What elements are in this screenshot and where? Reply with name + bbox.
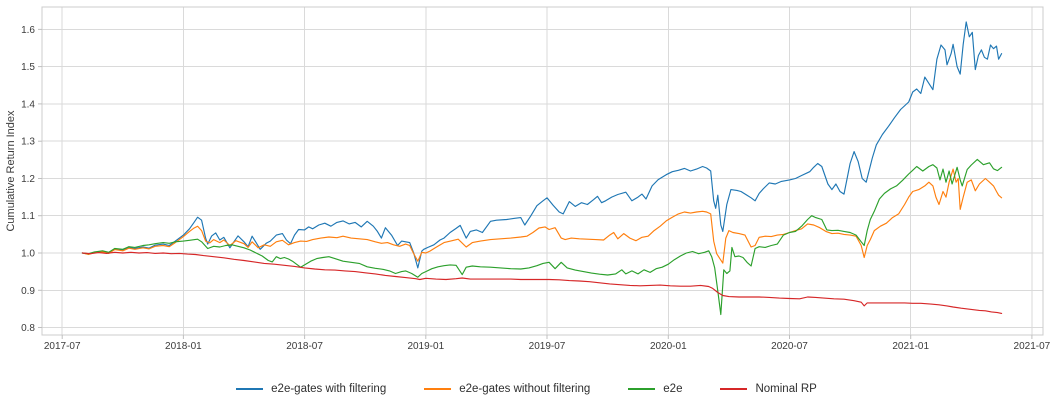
y-tick-label: 1.0 xyxy=(21,249,35,260)
legend-line-swatch xyxy=(628,388,656,390)
x-tick-label: 2021-01 xyxy=(892,341,929,352)
legend-item-e2e-gates-with-filtering: e2e-gates with filtering xyxy=(236,383,386,395)
series-line-e2e-gates-without-filtering xyxy=(81,168,1003,264)
y-tick-label: 1.6 xyxy=(21,25,35,36)
chart-legend: e2e-gates with filtering e2e-gates withou… xyxy=(0,383,1053,395)
legend-item-e2e: e2e xyxy=(628,383,682,395)
series-line-nominal-rp xyxy=(81,251,1003,314)
y-tick-label: 1.4 xyxy=(21,99,35,110)
x-axis-ticks: 2017-07 2018-01 2018-07 2019-01 2019-07 2020-… xyxy=(44,335,1051,352)
legend-label: Nominal RP xyxy=(755,383,817,395)
x-tick-label: 2018-01 xyxy=(165,341,202,352)
y-tick-label: 1.5 xyxy=(21,62,35,73)
x-tick-label: 2020-07 xyxy=(771,341,808,352)
legend-line-swatch xyxy=(720,388,748,390)
legend-label: e2e xyxy=(663,383,683,395)
y-tick-label: 0.8 xyxy=(21,323,35,334)
legend-label: e2e-gates with filtering xyxy=(271,383,387,395)
plot-frame xyxy=(41,6,1044,336)
x-tick-label: 2019-07 xyxy=(529,341,566,352)
x-tick-label: 2019-01 xyxy=(407,341,444,352)
x-tick-label: 2018-07 xyxy=(286,341,323,352)
legend-line-swatch xyxy=(236,388,264,390)
legend-item-nominal-rp: Nominal RP xyxy=(720,383,817,395)
y-axis-label: Cumulative Return Index xyxy=(5,110,17,232)
y-tick-label: 1.1 xyxy=(21,211,35,222)
y-axis-ticks: 0.8 0.9 1.0 1.1 1.2 1.3 1.4 1.5 1.6 xyxy=(21,25,42,334)
series-line-e2e xyxy=(81,158,1003,316)
legend-label: e2e-gates without filtering xyxy=(459,383,591,395)
x-tick-label: 2020-01 xyxy=(650,341,687,352)
legend-line-swatch xyxy=(424,388,452,390)
x-tick-label: 2021-07 xyxy=(1014,341,1051,352)
series-line-e2e-gates-with-filtering xyxy=(81,21,1003,269)
y-tick-label: 1.3 xyxy=(21,137,35,148)
x-tick-label: 2017-07 xyxy=(44,341,81,352)
grid-lines xyxy=(42,7,1043,335)
series-lines xyxy=(81,21,1003,316)
legend-item-e2e-gates-without-filtering: e2e-gates without filtering xyxy=(424,383,590,395)
y-tick-label: 0.9 xyxy=(21,286,35,297)
y-tick-label: 1.2 xyxy=(21,174,35,185)
